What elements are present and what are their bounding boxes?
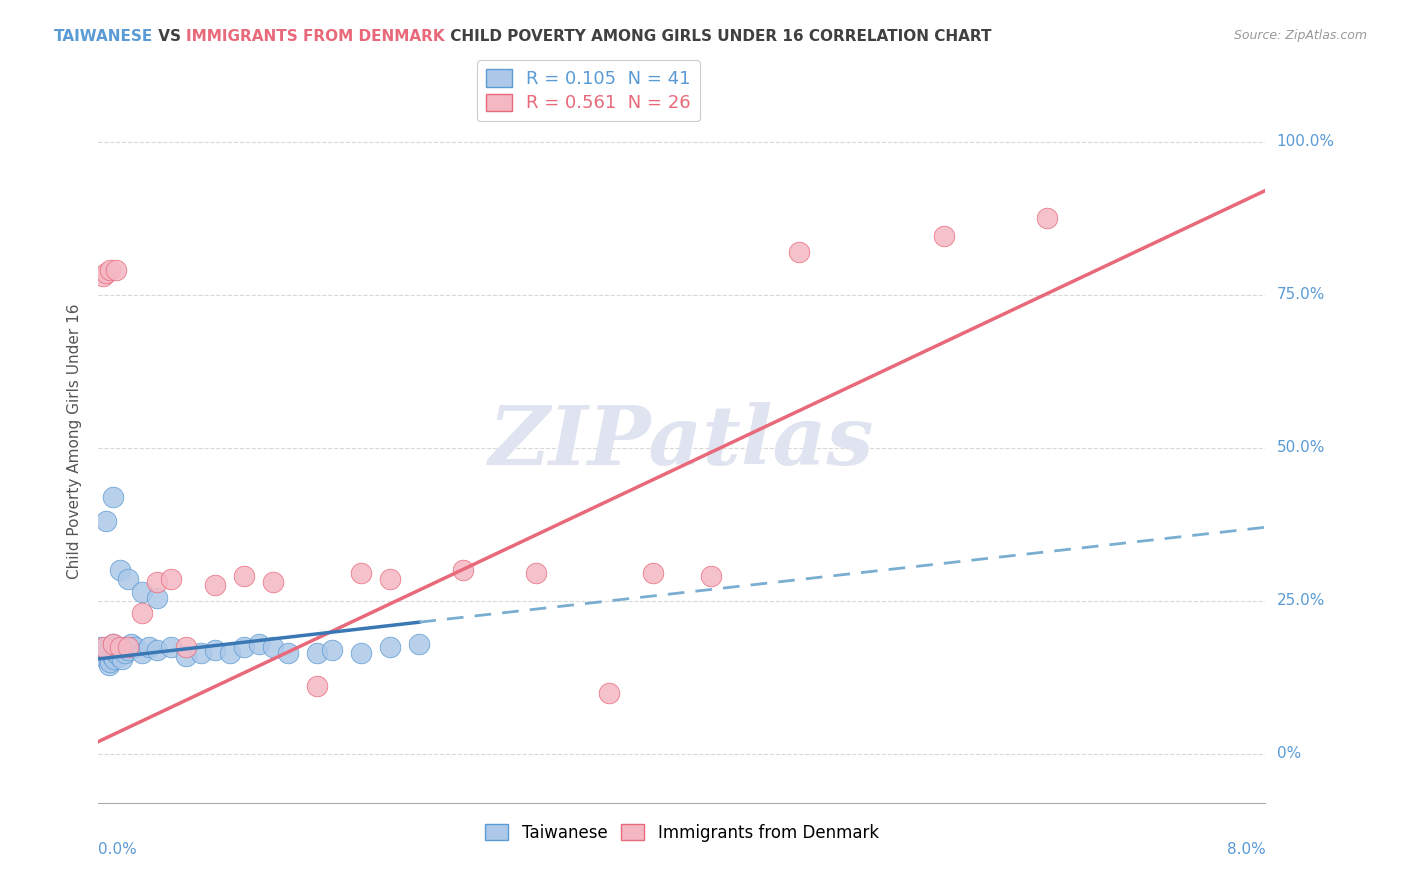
Point bbox=[190, 646, 212, 660]
Text: 100.0%: 100.0% bbox=[1277, 134, 1334, 149]
Text: TAIWANESE: TAIWANESE bbox=[53, 29, 153, 44]
Point bbox=[131, 584, 153, 599]
Point bbox=[262, 575, 284, 590]
Text: 25.0%: 25.0% bbox=[1277, 593, 1324, 608]
Point bbox=[94, 652, 117, 666]
Point bbox=[408, 637, 430, 651]
Point bbox=[117, 642, 139, 657]
Point bbox=[101, 490, 124, 504]
Point bbox=[91, 269, 114, 284]
Point bbox=[641, 566, 664, 581]
Point bbox=[93, 640, 115, 654]
Point bbox=[111, 652, 134, 666]
Point bbox=[105, 642, 128, 657]
Point bbox=[262, 640, 284, 654]
Point bbox=[104, 646, 127, 660]
Point bbox=[101, 637, 124, 651]
Point bbox=[120, 637, 142, 651]
Point bbox=[934, 229, 956, 244]
Point bbox=[138, 640, 160, 654]
Text: CHILD POVERTY AMONG GIRLS UNDER 16 CORRELATION CHART: CHILD POVERTY AMONG GIRLS UNDER 16 CORRE… bbox=[444, 29, 991, 44]
Point bbox=[350, 646, 373, 660]
Text: 8.0%: 8.0% bbox=[1226, 842, 1265, 856]
Point bbox=[174, 640, 197, 654]
Point bbox=[700, 569, 723, 583]
Point bbox=[233, 569, 256, 583]
Point bbox=[97, 658, 120, 673]
Point bbox=[307, 646, 329, 660]
Point bbox=[110, 640, 132, 654]
Point bbox=[380, 572, 402, 586]
Point bbox=[598, 685, 620, 699]
Point bbox=[104, 263, 127, 277]
Point bbox=[108, 648, 131, 663]
Point bbox=[94, 266, 117, 280]
Point bbox=[160, 640, 183, 654]
Point bbox=[204, 578, 226, 592]
Point bbox=[160, 572, 183, 586]
Point bbox=[90, 640, 112, 654]
Point bbox=[524, 566, 547, 581]
Text: ZIPatlas: ZIPatlas bbox=[489, 401, 875, 482]
Point bbox=[101, 637, 124, 651]
Point bbox=[131, 646, 153, 660]
Point bbox=[96, 646, 118, 660]
Point bbox=[146, 575, 169, 590]
Point bbox=[451, 563, 474, 577]
Point bbox=[103, 652, 125, 666]
Point bbox=[146, 591, 169, 605]
Text: IMMIGRANTS FROM DENMARK: IMMIGRANTS FROM DENMARK bbox=[186, 29, 444, 44]
Text: 75.0%: 75.0% bbox=[1277, 287, 1324, 302]
Point bbox=[110, 640, 132, 654]
Point bbox=[350, 566, 373, 581]
Point bbox=[787, 244, 810, 259]
Point bbox=[174, 648, 197, 663]
Point bbox=[131, 606, 153, 620]
Point bbox=[98, 263, 121, 277]
Point bbox=[233, 640, 256, 654]
Point bbox=[277, 646, 299, 660]
Point bbox=[204, 642, 226, 657]
Text: 0%: 0% bbox=[1277, 747, 1301, 761]
Point bbox=[110, 563, 132, 577]
Point bbox=[100, 648, 122, 663]
Point bbox=[94, 514, 117, 528]
Point bbox=[117, 640, 139, 654]
Legend: Taiwanese, Immigrants from Denmark: Taiwanese, Immigrants from Denmark bbox=[478, 817, 886, 848]
Point bbox=[218, 646, 240, 660]
Point bbox=[247, 637, 270, 651]
Text: VS: VS bbox=[153, 29, 186, 44]
Text: Source: ZipAtlas.com: Source: ZipAtlas.com bbox=[1233, 29, 1367, 42]
Point bbox=[380, 640, 402, 654]
Y-axis label: Child Poverty Among Girls Under 16: Child Poverty Among Girls Under 16 bbox=[66, 304, 82, 579]
Point bbox=[307, 680, 329, 694]
Text: 50.0%: 50.0% bbox=[1277, 440, 1324, 455]
Point bbox=[146, 642, 169, 657]
Point bbox=[321, 642, 343, 657]
Point bbox=[117, 572, 139, 586]
Text: 0.0%: 0.0% bbox=[98, 842, 138, 856]
Point bbox=[124, 640, 146, 654]
Point bbox=[93, 642, 115, 657]
Point bbox=[98, 655, 121, 669]
Point bbox=[114, 646, 136, 660]
Point bbox=[1035, 211, 1057, 225]
